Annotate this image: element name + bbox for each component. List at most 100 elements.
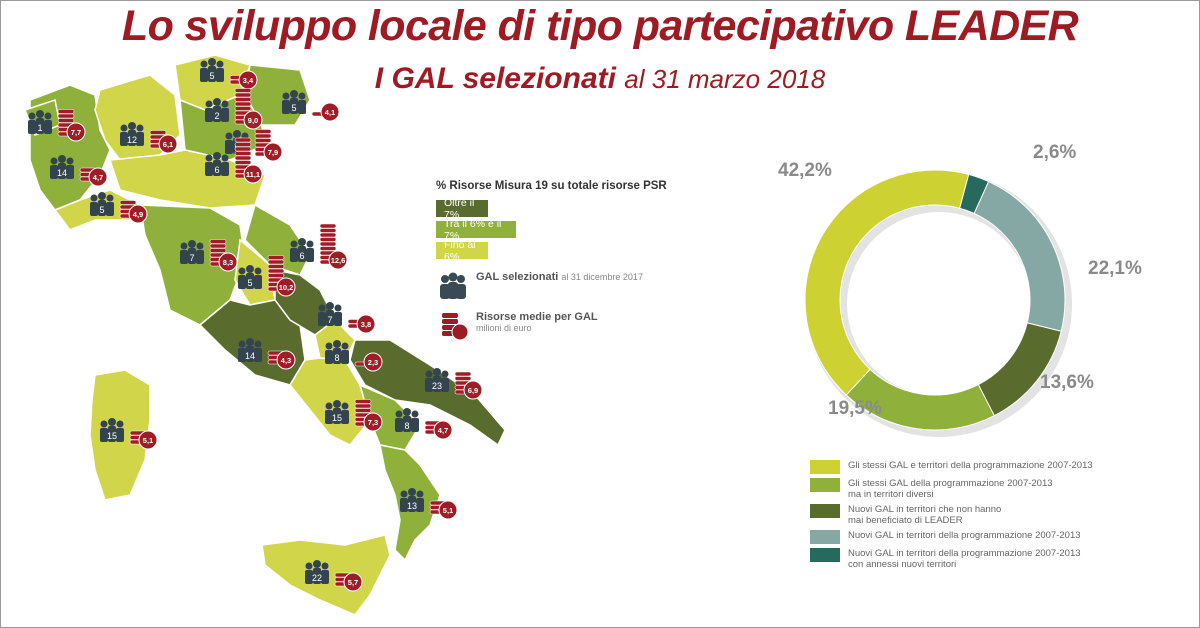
gal-count: 7: [189, 253, 194, 263]
coins-icon: [424, 420, 453, 440]
region-marker: 5 3,4: [200, 58, 258, 90]
legend-swatch: [810, 504, 840, 518]
gal-count: 12: [127, 135, 137, 145]
coins-icon: [119, 200, 148, 224]
legend-text: Gli stessi GAL della programmazione 2007…: [848, 478, 1053, 489]
region-marker: 5 10,2: [238, 255, 296, 297]
people-icon: [100, 418, 124, 442]
region-marker: 15 7,3: [325, 399, 383, 432]
coins-icon: [442, 313, 469, 341]
donut-slice-3: [973, 180, 1066, 332]
coins-icon: [319, 223, 348, 270]
map-legend-label-low: Fino al 6%: [444, 238, 476, 263]
people-icon: [205, 98, 229, 122]
gal-count: 23: [432, 381, 442, 391]
donut-slice-0: [804, 169, 970, 396]
subtitle-main: I GAL selezionati: [374, 62, 616, 95]
people-icon: [395, 408, 419, 432]
coins-icon: [454, 371, 483, 400]
map-legend-swatch-high: Oltre il 7%: [436, 197, 488, 221]
subtitle-date: al 31 marzo 2018: [624, 64, 826, 94]
coins-icon: [129, 430, 158, 450]
gal-count: 14: [245, 351, 255, 361]
avg-resources: 9,0: [248, 116, 258, 125]
people-icon: [290, 238, 314, 262]
gal-count: 15: [107, 431, 117, 441]
legend-swatch: [810, 460, 840, 474]
map-legend-row: Fino al 6%: [436, 239, 676, 263]
gal-count: 22: [312, 573, 322, 583]
gal-count: 5: [247, 278, 252, 288]
legend-text: Nuovi GAL in territori che non hanno: [848, 504, 1002, 515]
legend-swatch: [810, 548, 840, 562]
map-legend-res-label: Risorse medie per GAL: [476, 311, 598, 323]
region-marker: 5 4,1: [282, 90, 340, 122]
pct-label-new-gal-new-territory: 13,6%: [1040, 372, 1094, 393]
people-icon: [400, 488, 424, 512]
gal-count: 6: [299, 251, 304, 261]
gal-count: 5: [291, 103, 296, 113]
people-icon: [305, 560, 329, 584]
legend-swatch: [810, 478, 840, 492]
map-legend-gal: GAL selezionati al 31 dicembre 2017: [436, 271, 676, 301]
page-subtitle: I GAL selezionati al 31 marzo 2018: [0, 62, 1200, 96]
coins-icon: [234, 88, 263, 130]
avg-resources: 7,3: [368, 418, 378, 427]
pct-label-new-gal-annexed: 2,6%: [1033, 142, 1077, 163]
avg-resources: 4,7: [438, 426, 448, 435]
region-marker: 15 5,1: [100, 418, 158, 450]
avg-resources: 7,9: [268, 148, 278, 157]
map-legend-swatch-low: Fino al 6%: [436, 239, 488, 263]
coins-icon: [267, 255, 296, 297]
region-marker: 2 9,0: [205, 88, 263, 130]
map-legend-row: Tra il 6% e il 7%: [436, 218, 676, 242]
gal-count: 7: [327, 315, 332, 325]
gal-count: 8: [404, 421, 409, 431]
region-marker: 6 11,1: [205, 137, 263, 184]
people-icon: [28, 110, 52, 134]
avg-resources: 2,3: [368, 358, 378, 367]
legend-text: con annessi nuovi territori: [848, 559, 957, 570]
gal-count: 1: [37, 123, 42, 133]
avg-resources: 5,1: [443, 506, 453, 515]
donut-legend: Gli stessi GAL e territori della program…: [810, 460, 1180, 574]
region-marker: 5 4,9: [90, 192, 148, 224]
map-legend: % Risorse Misura 19 su totale risorse PS…: [436, 180, 676, 341]
region-marker: 13 5,1: [400, 488, 458, 520]
region-marker: 1 7,7: [28, 109, 86, 142]
legend-item: Nuovi GAL in territori che non hanno mai…: [810, 504, 1180, 526]
avg-resources: 5,1: [143, 436, 153, 445]
page-title: Lo sviluppo locale di tipo partecipativo…: [121, 2, 1079, 50]
coins-icon: [347, 314, 376, 334]
map-legend-gal-date: al 31 dicembre 2017: [561, 272, 643, 282]
region-marker: 12 6,1: [120, 122, 178, 154]
avg-resources: 6,9: [468, 386, 478, 395]
gal-count: 6: [214, 165, 219, 175]
coins-icon: [267, 350, 296, 370]
avg-resources: 7,7: [71, 128, 81, 137]
gal-count: 5: [209, 71, 214, 81]
people-icon: [282, 90, 306, 114]
region-marker: 7 8,3: [180, 239, 238, 272]
region-marker: 23 6,9: [425, 368, 483, 400]
map-legend-res-unit: milioni di euro: [476, 323, 532, 333]
coins-icon: [254, 129, 283, 162]
pct-label-new-gal-old-territory: 22,1%: [1088, 258, 1142, 279]
region-marker: 14 4,3: [238, 338, 296, 370]
coins-icon: [429, 500, 458, 520]
avg-resources: 12,6: [331, 256, 346, 265]
avg-resources: 4,9: [133, 210, 143, 219]
people-icon: [205, 152, 229, 176]
people-icon: [238, 265, 262, 289]
region-puglia: [349, 339, 506, 447]
gal-count: 13: [407, 501, 417, 511]
legend-text: Nuovi GAL in territori della programmazi…: [848, 530, 1081, 541]
legend-item: Gli stessi GAL e territori della program…: [810, 460, 1180, 474]
gal-count: 2: [214, 111, 219, 121]
legend-text: ma in territori diversi: [848, 489, 934, 500]
region-marker: 8 2,3: [325, 340, 383, 372]
people-icon: [325, 340, 349, 364]
legend-item: Gli stessi GAL della programmazione 2007…: [810, 478, 1180, 500]
coins-icon: [311, 102, 340, 122]
map-legend-resources: Risorse medie per GAL milioni di euro: [436, 311, 676, 341]
